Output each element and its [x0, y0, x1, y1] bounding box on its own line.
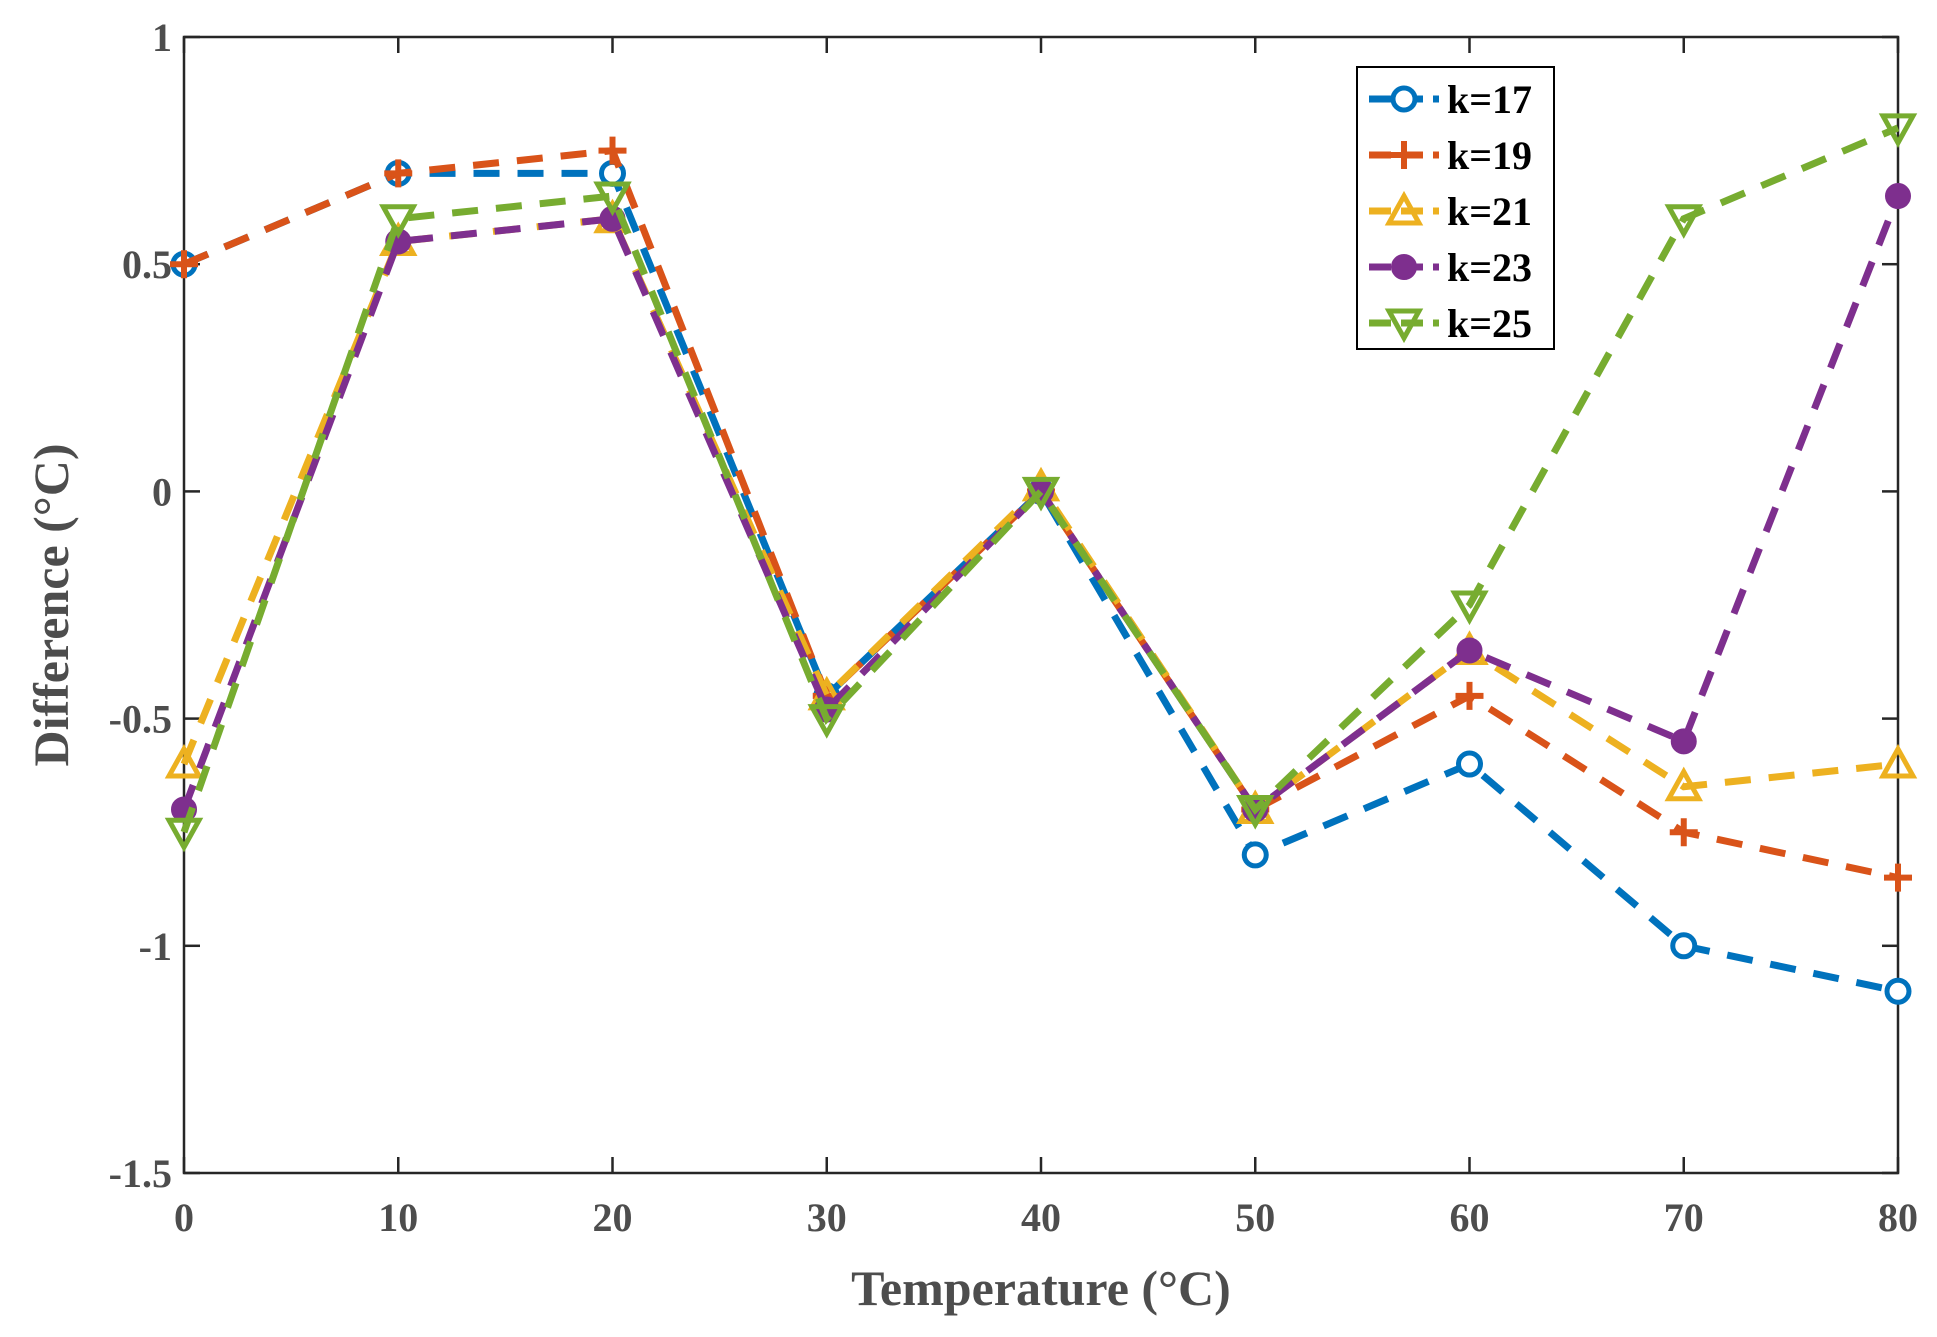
data-point	[1884, 977, 1912, 1005]
x-tick-label: 60	[1450, 1195, 1490, 1240]
data-point	[164, 817, 204, 853]
data-point	[1456, 750, 1483, 778]
data-point	[1456, 637, 1483, 664]
legend-label: k=17	[1447, 77, 1532, 122]
plot-area	[182, 35, 1900, 1175]
data-point	[384, 159, 413, 188]
series-line	[180, 124, 1900, 834]
y-tick-label: -1	[139, 924, 172, 969]
legend-label: k=21	[1447, 189, 1532, 234]
data-point	[1885, 183, 1911, 210]
data-point	[1664, 204, 1703, 239]
legend-marker	[1390, 85, 1418, 113]
y-axis-title: Difference (°C)	[23, 443, 79, 766]
legend-label: k=23	[1447, 245, 1532, 290]
legend-marker	[1384, 308, 1424, 344]
x-tick-label: 40	[1021, 1195, 1061, 1240]
series-layer	[164, 113, 1918, 1005]
legend-marker	[1391, 254, 1417, 280]
series-line	[180, 194, 1902, 815]
data-point	[379, 204, 418, 239]
legend-marker	[1384, 190, 1424, 226]
legend-item: k=25	[1369, 301, 1532, 346]
data-point	[1664, 766, 1703, 802]
data-point	[1241, 841, 1269, 869]
legend-item: k=17	[1369, 77, 1532, 122]
data-point	[807, 704, 846, 739]
x-tick-label: 0	[174, 1195, 194, 1240]
data-point	[1669, 818, 1698, 847]
x-tick-label: 50	[1235, 1195, 1275, 1240]
y-axis: -1.5 -1 -0.5 0 0.5 1	[109, 15, 1898, 1196]
x-tick-label: 80	[1878, 1195, 1918, 1240]
series-k-25	[164, 113, 1918, 853]
y-tick-label: -0.5	[109, 697, 172, 742]
data-point	[164, 743, 204, 779]
data-point	[1455, 681, 1484, 710]
data-point	[1450, 590, 1489, 626]
x-axis-title: Temperature (°C)	[851, 1260, 1231, 1316]
data-point	[1884, 863, 1912, 892]
legend: k=17 k=19 k=21 k=23 k=25	[1356, 66, 1555, 350]
data-point	[1236, 794, 1275, 830]
data-point	[1878, 113, 1918, 149]
y-tick-label: 1	[152, 15, 172, 60]
legend-item: k=19	[1369, 133, 1532, 178]
data-point	[593, 181, 632, 217]
legend-marker	[1390, 141, 1418, 169]
x-axis: 0 10 20 30 40 50 60 70 80	[174, 37, 1918, 1240]
legend-item: k=21	[1369, 189, 1532, 234]
legend-item: k=23	[1369, 245, 1532, 290]
y-tick-label: 0	[152, 469, 172, 514]
x-tick-label: 10	[378, 1195, 418, 1240]
x-tick-label: 30	[807, 1195, 847, 1240]
legend-label: k=25	[1447, 301, 1532, 346]
data-point	[1021, 476, 1061, 512]
x-tick-label: 20	[593, 1195, 633, 1240]
data-point	[170, 250, 198, 279]
data-point	[1878, 743, 1918, 779]
data-point	[598, 136, 627, 165]
x-tick-label: 70	[1664, 1195, 1704, 1240]
data-point	[1670, 932, 1698, 960]
y-tick-label: 0.5	[122, 242, 172, 287]
data-point	[1670, 728, 1697, 755]
legend-label: k=19	[1447, 133, 1532, 178]
y-tick-label: -1.5	[109, 1151, 172, 1196]
